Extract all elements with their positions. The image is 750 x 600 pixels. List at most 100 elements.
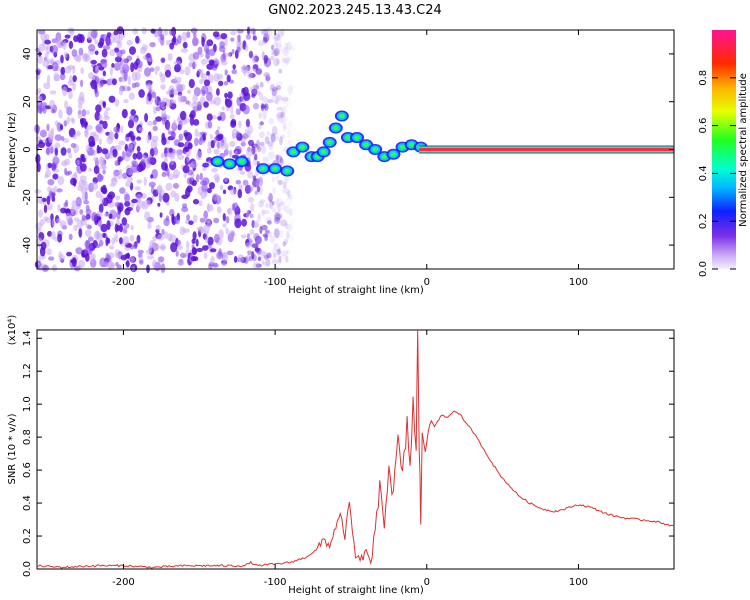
noise-speck: [166, 201, 170, 206]
ridge-blob-core: [238, 159, 245, 164]
noise-speck: [166, 121, 170, 132]
noise-speck: [157, 26, 162, 37]
noise-speck: [85, 144, 90, 153]
noise-speck: [285, 230, 290, 240]
noise-speck: [246, 26, 251, 35]
noise-speck: [106, 136, 114, 145]
snr-x-ticks: -200 -100 0 100: [112, 330, 588, 588]
noise-speck: [169, 29, 175, 36]
noise-speck: [222, 189, 227, 195]
noise-speck: [177, 261, 184, 266]
noise-speck: [197, 46, 203, 55]
noise-speck: [254, 153, 258, 161]
noise-speck: [235, 179, 242, 185]
noise-speck: [265, 76, 271, 81]
noise-speck: [161, 109, 167, 117]
noise-speck: [124, 201, 131, 207]
noise-speck: [287, 213, 293, 219]
noise-speck: [252, 178, 260, 188]
noise-speck: [74, 217, 79, 223]
noise-speck: [160, 34, 165, 41]
noise-speck: [41, 197, 47, 202]
noise-speck: [230, 37, 235, 42]
noise-speck: [91, 211, 98, 222]
noise-speck: [261, 251, 268, 257]
noise-speck: [173, 169, 180, 178]
noise-speck: [286, 41, 293, 50]
noise-speck: [109, 150, 114, 159]
noise-speck: [186, 185, 193, 193]
noise-speck: [287, 128, 291, 139]
noise-speck: [247, 250, 253, 255]
noise-speck: [198, 200, 203, 207]
noise-speck: [71, 200, 77, 209]
colorbar-tick-label: 0.8: [698, 70, 709, 86]
noise-speck: [113, 30, 119, 36]
noise-speck: [54, 134, 62, 142]
noise-speck: [190, 160, 198, 169]
snr-series-line: [36, 329, 675, 569]
noise-speck: [155, 106, 161, 112]
noise-speck: [102, 261, 109, 266]
noise-speck: [205, 52, 210, 60]
noise-speck: [180, 83, 186, 91]
noise-speck: [125, 180, 132, 188]
ridge-blob-core: [290, 149, 297, 155]
snr-multiplier: (x10⁴): [7, 315, 18, 346]
noise-speck: [37, 197, 43, 204]
noise-speck: [282, 181, 287, 189]
noise-speck: [71, 49, 78, 57]
noise-speck: [264, 29, 269, 36]
noise-speck: [270, 56, 275, 61]
noise-speck: [97, 172, 102, 182]
noise-speck: [54, 147, 58, 157]
noise-speck: [182, 228, 190, 234]
noise-speck: [76, 130, 81, 137]
noise-speck: [194, 128, 199, 137]
noise-speck: [278, 31, 284, 38]
noise-speck: [116, 49, 123, 59]
noise-speck: [44, 51, 49, 61]
noise-speck: [207, 120, 213, 129]
noise-speck: [81, 214, 86, 222]
noise-speck: [262, 37, 268, 44]
noise-speck: [272, 187, 276, 195]
noise-speck: [73, 171, 78, 179]
noise-speck: [291, 83, 297, 89]
noise-speck: [154, 95, 158, 106]
noise-speck: [54, 74, 61, 82]
noise-speck: [276, 111, 284, 119]
noise-speck: [45, 146, 52, 156]
noise-speck: [261, 209, 265, 216]
noise-speck: [252, 175, 257, 181]
noise-speck: [72, 134, 77, 140]
noise-speck: [155, 224, 161, 231]
noise-speck: [200, 190, 207, 200]
noise-speck: [159, 212, 163, 218]
noise-speck: [267, 141, 274, 147]
noise-speck: [123, 99, 129, 104]
chart-title: GN02.2023.245.13.43.C24: [268, 3, 442, 18]
noise-speck: [248, 73, 256, 78]
noise-speck: [182, 165, 190, 174]
noise-speck: [115, 261, 119, 267]
noise-speck: [116, 218, 120, 225]
noise-speck: [172, 35, 177, 43]
noise-speck: [282, 60, 289, 67]
noise-speck: [280, 134, 285, 139]
noise-speck: [241, 218, 248, 227]
noise-speck: [275, 213, 282, 220]
noise-speck: [44, 39, 51, 45]
noise-speck: [209, 182, 215, 190]
noise-speck: [124, 137, 132, 142]
noise-speck: [110, 263, 116, 268]
snr-panel: -200 -100 0 100 0.0 0.2 0.4 0.6 0.8 1.0 1.2 1.4 He…: [7, 315, 675, 596]
noise-speck: [178, 133, 184, 141]
noise-speck: [199, 79, 204, 85]
noise-speck: [276, 249, 281, 256]
noise-speck: [130, 256, 135, 263]
noise-speck: [237, 188, 243, 199]
ridge-blob-core: [332, 125, 339, 131]
noise-speck: [105, 107, 111, 112]
noise-speck: [147, 57, 153, 62]
